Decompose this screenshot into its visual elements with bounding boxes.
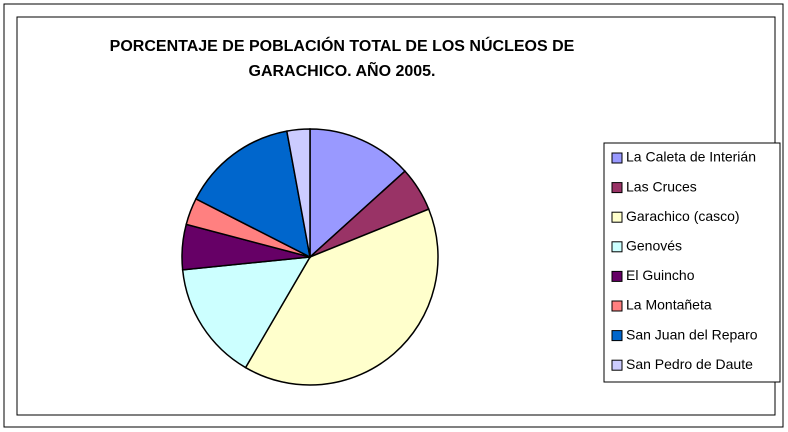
legend-box	[603, 142, 781, 383]
legend-label: San Pedro de Daute	[626, 356, 753, 372]
pie-slice	[244, 208, 439, 386]
pie-slice	[309, 128, 407, 259]
pie-slice	[194, 130, 312, 259]
legend-swatch	[611, 300, 623, 312]
legend-label: San Juan del Reparo	[626, 326, 758, 342]
chart-title: GARACHICO. AÑO 2005.	[249, 60, 436, 80]
legend-label: Garachico (casco)	[626, 208, 740, 224]
legend-swatch	[611, 330, 623, 342]
legend-swatch	[611, 211, 623, 223]
legend-swatch	[611, 359, 623, 371]
legend-swatch	[611, 270, 623, 282]
legend-swatch	[611, 241, 623, 253]
pie-slice	[285, 128, 311, 258]
pie-slice	[181, 256, 312, 369]
legend-label: La Montañeta	[626, 297, 712, 313]
legend-label: El Guincho	[626, 267, 695, 283]
legend-label: Las Cruces	[626, 178, 697, 194]
legend-label: Genovés	[626, 238, 682, 254]
legend-swatch	[611, 182, 623, 194]
legend-swatch	[611, 152, 623, 164]
chart-title: PORCENTAJE DE POBLACIÓN TOTAL DE LOS NÚC…	[110, 36, 575, 55]
legend-label: La Caleta de Interián	[626, 149, 756, 165]
